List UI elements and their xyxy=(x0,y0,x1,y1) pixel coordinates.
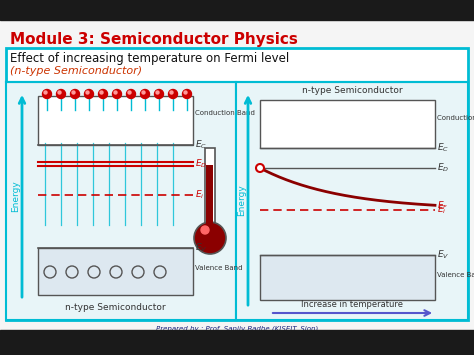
Text: Conduction Band: Conduction Band xyxy=(195,110,255,116)
Circle shape xyxy=(154,266,166,278)
Circle shape xyxy=(168,89,177,98)
Text: $E_F$: $E_F$ xyxy=(437,199,448,212)
Circle shape xyxy=(184,91,187,94)
Text: n-type Semiconductor: n-type Semiconductor xyxy=(64,303,165,312)
Bar xyxy=(6,48,468,320)
Circle shape xyxy=(201,226,209,234)
Circle shape xyxy=(86,91,89,94)
Text: $E_V$: $E_V$ xyxy=(437,249,449,261)
Circle shape xyxy=(66,266,78,278)
Circle shape xyxy=(182,89,191,98)
Circle shape xyxy=(58,91,61,94)
Circle shape xyxy=(256,164,264,172)
Circle shape xyxy=(56,89,65,98)
Text: n-type Semiconductor: n-type Semiconductor xyxy=(301,86,402,95)
Circle shape xyxy=(170,91,173,94)
Circle shape xyxy=(156,91,159,94)
Circle shape xyxy=(128,91,131,94)
Text: Energy: Energy xyxy=(11,180,20,212)
Circle shape xyxy=(72,91,75,94)
Bar xyxy=(38,96,193,145)
Text: $E_C$: $E_C$ xyxy=(195,139,207,151)
Bar xyxy=(38,248,193,295)
Text: $E_C$: $E_C$ xyxy=(437,142,449,154)
Circle shape xyxy=(43,89,52,98)
Text: Energy: Energy xyxy=(237,184,246,216)
Circle shape xyxy=(114,91,117,94)
Text: $E_i$: $E_i$ xyxy=(195,189,204,201)
Circle shape xyxy=(44,266,56,278)
Circle shape xyxy=(71,89,80,98)
Circle shape xyxy=(100,91,103,94)
Circle shape xyxy=(110,266,122,278)
Bar xyxy=(6,82,236,320)
Circle shape xyxy=(44,91,47,94)
Circle shape xyxy=(155,89,164,98)
Bar xyxy=(260,255,435,300)
Circle shape xyxy=(88,266,100,278)
Text: (n-type Semiconductor): (n-type Semiconductor) xyxy=(10,66,142,76)
Text: Effect of increasing temperature on Fermi level: Effect of increasing temperature on Ferm… xyxy=(10,52,289,65)
Text: $E_D$: $E_D$ xyxy=(437,162,449,174)
Text: $E_i$: $E_i$ xyxy=(437,204,447,216)
Bar xyxy=(207,165,213,228)
Text: $E_D$: $E_D$ xyxy=(195,158,207,170)
Bar xyxy=(236,82,468,320)
Circle shape xyxy=(194,222,226,254)
Text: Conduction Band: Conduction Band xyxy=(437,115,474,121)
Circle shape xyxy=(140,89,149,98)
Text: Module 3: Semiconductor Physics: Module 3: Semiconductor Physics xyxy=(10,32,298,47)
Circle shape xyxy=(99,89,108,98)
Circle shape xyxy=(132,266,144,278)
Circle shape xyxy=(127,89,136,98)
Text: Valence Band: Valence Band xyxy=(195,265,243,271)
Circle shape xyxy=(142,91,145,94)
Text: Increase in temperature: Increase in temperature xyxy=(301,300,403,309)
Bar xyxy=(0,330,474,355)
Text: Prepared by : Prof. Sanjiv Badhe (KJSEIT, Sion): Prepared by : Prof. Sanjiv Badhe (KJSEIT… xyxy=(156,326,318,333)
Text: Valence Band: Valence Band xyxy=(437,272,474,278)
Bar xyxy=(260,100,435,148)
Circle shape xyxy=(112,89,121,98)
Bar xyxy=(0,0,474,20)
Circle shape xyxy=(84,89,93,98)
Bar xyxy=(0,20,474,330)
Bar xyxy=(205,148,215,228)
Text: $E_V$: $E_V$ xyxy=(195,242,208,254)
